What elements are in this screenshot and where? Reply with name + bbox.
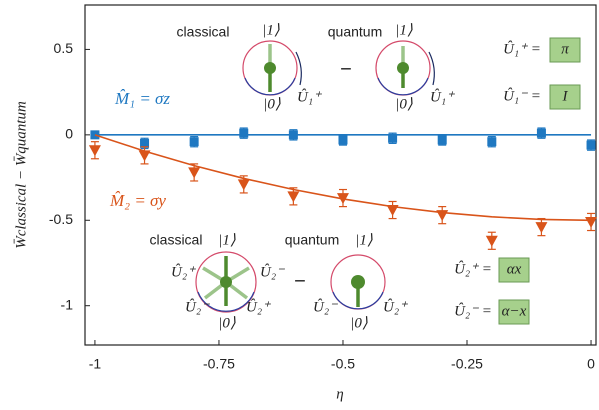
annotation: I	[562, 88, 569, 104]
annotation: |1⟩	[355, 232, 373, 248]
annotation: Û₂⁺	[171, 263, 196, 280]
annotation: π	[561, 41, 569, 57]
y-tick-label: 0.5	[54, 40, 74, 56]
annotation: Û₂⁻	[185, 298, 210, 315]
annotation: Û₂⁺	[246, 298, 271, 315]
annotation: |0⟩	[263, 96, 281, 112]
chart: η W̄classical − W̄quantum 0.5 0 -0.5 -1 -1 -0…	[0, 0, 599, 410]
annotation: quantum	[285, 232, 339, 248]
series-label: M̂₂ = σy	[109, 191, 166, 210]
annotation: Û₁⁺	[297, 88, 322, 105]
annotation: Û₂⁻	[313, 298, 338, 315]
annotation: α−x	[502, 303, 527, 319]
annotation: Û₂⁻	[260, 263, 285, 280]
y-axis-label: W̄classical − W̄quantum	[13, 101, 29, 249]
series-label: M̂₁ = σz	[114, 89, 170, 108]
data-point	[537, 129, 546, 138]
annotation: |0⟩	[218, 315, 236, 331]
y-tick-label: -1	[61, 296, 74, 312]
x-tick-label: -1	[89, 356, 102, 372]
annotation: Û₂⁺	[383, 298, 408, 315]
x-axis-label: η	[336, 386, 343, 402]
annotation: |0⟩	[395, 96, 413, 112]
annotation: Û₁⁺ =	[503, 40, 541, 57]
annotation: |0⟩	[350, 315, 368, 331]
annotation: Û₁⁻ =	[503, 87, 541, 104]
annotation: classical	[177, 24, 230, 40]
annotation: Û₂⁻ =	[454, 302, 492, 319]
data-point	[239, 129, 248, 138]
annotation: quantum	[328, 24, 382, 40]
data-point	[338, 135, 347, 144]
annotation: Û₁⁺	[430, 88, 455, 105]
data-point	[190, 137, 199, 146]
data-point	[289, 130, 298, 139]
annotation: |1⟩	[262, 22, 280, 38]
annotation: |1⟩	[395, 22, 413, 38]
data-point	[587, 141, 596, 150]
x-tick-label: 0	[587, 356, 595, 372]
y-tick-label: 0	[65, 126, 73, 142]
x-tick-label: -0.25	[451, 356, 483, 372]
x-tick-label: -0.5	[331, 356, 355, 372]
data-point	[438, 135, 447, 144]
annotation: −	[340, 58, 352, 80]
annotation: classical	[150, 232, 203, 248]
annotation: −	[294, 270, 306, 292]
x-tick-label: -0.75	[203, 356, 235, 372]
data-point	[388, 134, 397, 143]
annotation: Û₂⁺ =	[454, 260, 492, 277]
y-tick-label: -0.5	[49, 211, 73, 227]
annotation: |1⟩	[218, 232, 236, 248]
annotation: αx	[507, 261, 522, 277]
data-point	[487, 137, 496, 146]
